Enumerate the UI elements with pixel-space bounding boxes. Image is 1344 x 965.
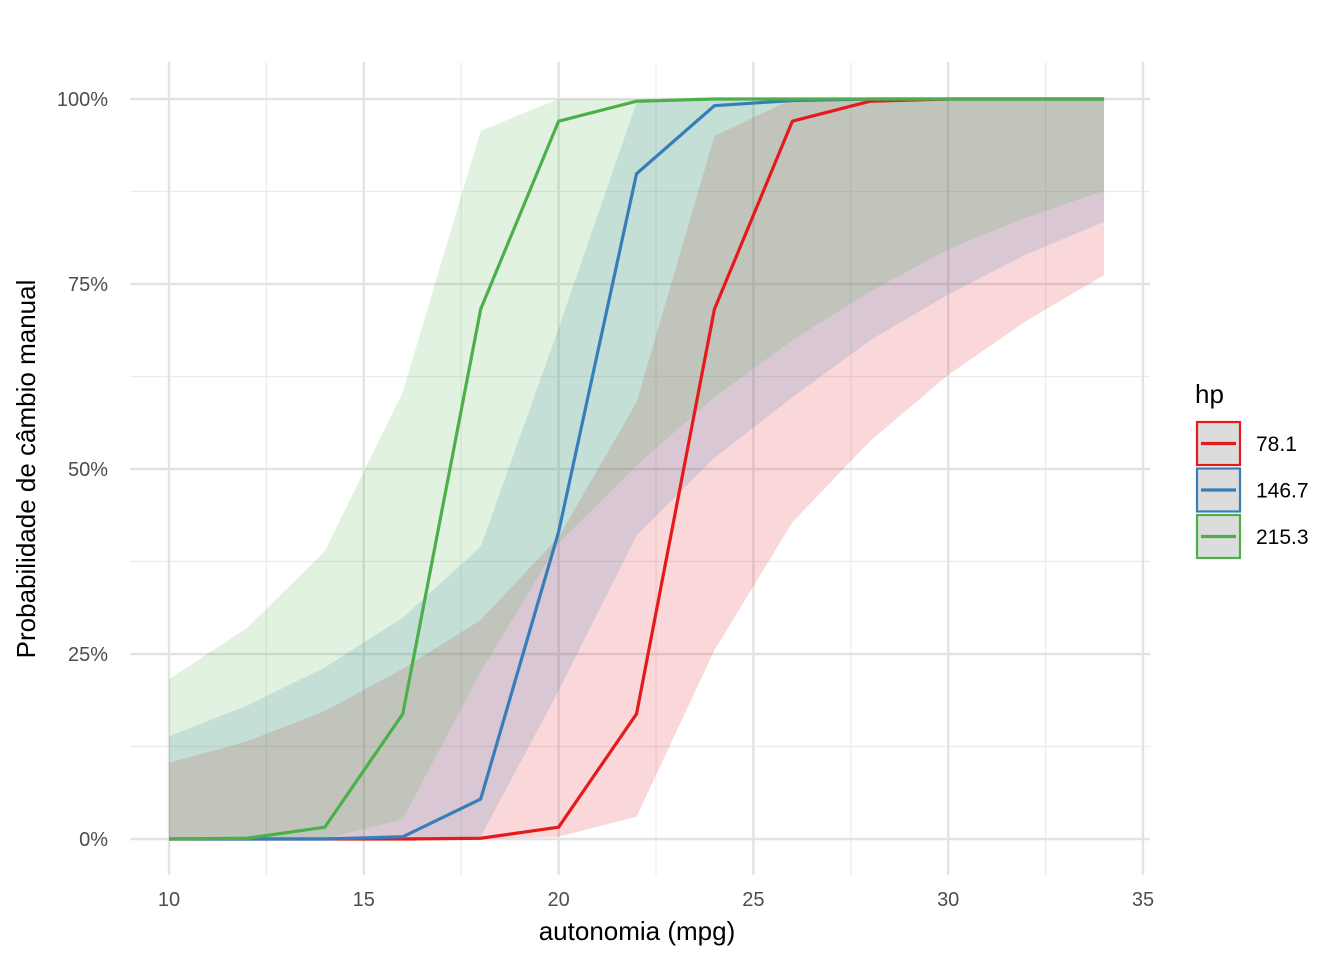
x-tick-label: 20 bbox=[547, 889, 569, 911]
legend-item-hp-146.7: 146.7 bbox=[1195, 467, 1309, 513]
x-tick-label: 10 bbox=[158, 889, 180, 911]
y-tick-label: 25% bbox=[68, 644, 108, 666]
series-lines bbox=[168, 97, 1105, 841]
line-hp-215.3 bbox=[168, 97, 1105, 841]
y-tick-label: 0% bbox=[79, 829, 108, 851]
y-tick-label: 75% bbox=[68, 274, 108, 296]
ribbon-hp-78.1 bbox=[169, 99, 1105, 839]
y-axis-title: Probabilidade de câmbio manual bbox=[11, 280, 41, 659]
legend-item-hp-78.1: 78.1 bbox=[1195, 420, 1297, 467]
ribbon-hp-146.7 bbox=[169, 99, 1105, 839]
x-tick-label: 30 bbox=[937, 889, 959, 911]
x-tick-label: 25 bbox=[742, 889, 764, 911]
legend: hp 78.1 146.7 215.3 bbox=[1195, 379, 1309, 560]
x-axis-title: autonomia (mpg) bbox=[539, 916, 736, 946]
x-axis-ticks: 10 15 20 25 30 35 bbox=[158, 889, 1154, 911]
legend-title: hp bbox=[1195, 379, 1224, 409]
legend-label: 146.7 bbox=[1256, 480, 1309, 503]
y-tick-label: 50% bbox=[68, 459, 108, 481]
legend-item-hp-215.3: 215.3 bbox=[1195, 513, 1309, 560]
legend-label: 215.3 bbox=[1256, 526, 1309, 549]
y-axis-ticks: 0% 25% 50% 75% 100% bbox=[57, 89, 108, 851]
x-tick-label: 35 bbox=[1132, 889, 1154, 911]
ribbon-hp-215.3 bbox=[169, 99, 1105, 839]
x-tick-label: 15 bbox=[353, 889, 375, 911]
grid bbox=[130, 62, 1150, 875]
ribbons bbox=[169, 99, 1105, 839]
y-tick-label: 100% bbox=[57, 89, 108, 111]
legend-label: 78.1 bbox=[1256, 433, 1297, 456]
